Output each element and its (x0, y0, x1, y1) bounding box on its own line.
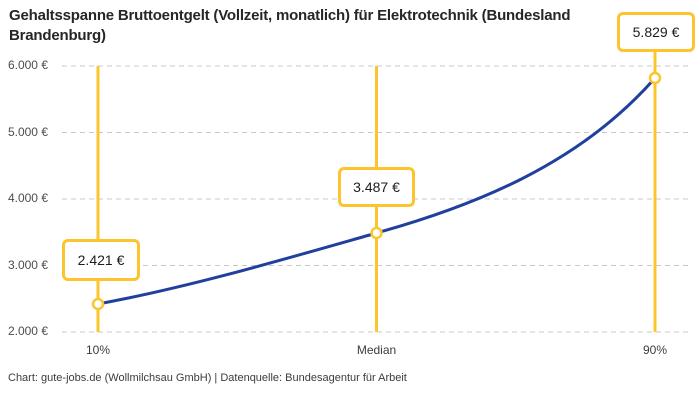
value-label-p10: 2.421 € (77, 252, 125, 268)
value-label-p90: 5.829 € (632, 24, 680, 40)
y-tick-5000: 5.000 € (7, 125, 48, 139)
y-tick-3000: 3.000 € (7, 258, 48, 272)
chart-title-line2: Brandenburg) (9, 27, 106, 44)
value-label-median: 3.487 € (353, 179, 400, 195)
data-point-median (370, 226, 383, 240)
chart-title-line1: Gehaltsspanne Bruttoentgelt (Vollzeit, m… (9, 7, 571, 24)
x-tick-10pct: 10% (85, 343, 111, 357)
x-tick-median: Median (356, 343, 397, 357)
value-box-median: 3.487 € (338, 167, 415, 207)
y-tick-4000: 4.000 € (7, 191, 48, 205)
y-tick-2000: 2.000 € (7, 324, 48, 338)
chart-title: Gehaltsspanne Bruttoentgelt (Vollzeit, m… (9, 6, 570, 46)
y-tick-6000: 6.000 € (7, 58, 48, 72)
value-box-p90: 5.829 € (617, 12, 695, 52)
chart-source-attribution: Chart: gute-jobs.de (Wollmilchsau GmbH) … (8, 372, 407, 384)
data-point-p90 (648, 71, 662, 85)
x-tick-90pct: 90% (642, 343, 668, 357)
data-point-p10 (91, 297, 105, 311)
value-box-p10: 2.421 € (62, 239, 140, 281)
